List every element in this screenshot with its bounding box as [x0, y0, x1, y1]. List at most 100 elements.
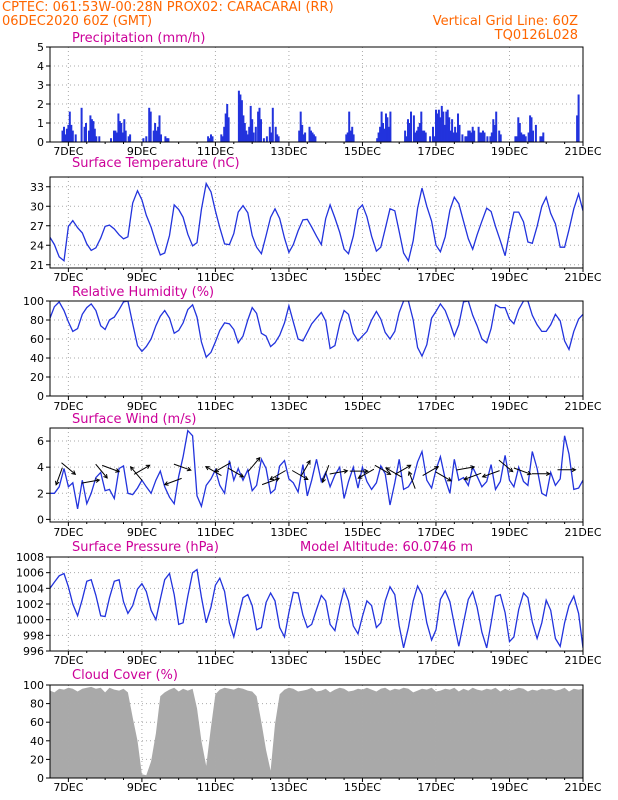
humidity-xtick-label: 19DEC	[491, 400, 528, 413]
temperature-frame	[49, 176, 584, 269]
precip-bar	[521, 134, 524, 142]
wind-arrow	[163, 477, 182, 486]
header-grid-note: Vertical Grid Line: 60Z	[433, 14, 578, 29]
header-date-line: 06DEC2020 60Z (GMT)	[2, 14, 152, 29]
pressure-ytick-label: 998	[23, 629, 44, 642]
wind-arrow-head	[145, 464, 151, 469]
wind-xtick-label: 21DEC	[564, 526, 601, 539]
wind-arrow-head	[204, 466, 210, 471]
wind-arrow	[291, 470, 309, 481]
wind-arrow	[133, 464, 151, 475]
precip-bar	[149, 111, 152, 142]
wind-arrow-head	[571, 467, 577, 473]
precip-bar	[304, 132, 307, 142]
precip-bar	[446, 109, 449, 142]
precip-bar	[258, 107, 261, 142]
precipitation-panel: 0 1 2 3 4 5 7DEC 9DEC 11DEC 13DEC 15DEC 17DEC 19DEC 2…	[37, 31, 602, 158]
precip-bar	[455, 132, 458, 142]
precip-bar	[274, 126, 277, 142]
precip-bar	[124, 130, 127, 142]
temperature-xtick-label: 13DEC	[270, 271, 307, 284]
cloud-cover-area	[50, 686, 583, 778]
precip-bar	[527, 132, 530, 142]
pressure-xtick-label: 19DEC	[491, 654, 528, 667]
precip-bar	[157, 126, 160, 142]
wind-arrow	[557, 467, 577, 473]
wind-arrow-shaft	[205, 466, 222, 477]
precip-bar	[517, 117, 520, 142]
humidity-ytick-label: 0	[37, 390, 44, 403]
temperature-xtick-label: 21DEC	[564, 271, 601, 284]
precip-bar	[120, 123, 123, 142]
precip-bar	[458, 124, 461, 142]
humidity-xtick-label: 17DEC	[417, 400, 454, 413]
precip-bar	[435, 109, 437, 142]
wind-arrow	[129, 465, 143, 481]
wind-arrow	[81, 478, 101, 484]
wind-arrow-shaft	[164, 477, 182, 486]
wind-arrow-shaft	[374, 464, 391, 475]
precipitation-ytick-label: 1	[37, 117, 44, 130]
wind-arrow-head	[481, 473, 487, 478]
precip-bar	[220, 134, 223, 142]
precipitation-frame	[49, 46, 584, 143]
precip-bar	[542, 132, 545, 142]
wind-arrow	[435, 471, 453, 482]
humidity-xtick-label: 21DEC	[564, 400, 601, 413]
precip-bar	[276, 134, 279, 142]
wind-arrow-head	[321, 478, 326, 484]
wind-arrow-head	[470, 465, 476, 470]
precip-bar	[518, 123, 521, 142]
wind-arrow-head	[303, 475, 309, 481]
precip-bar	[70, 124, 73, 142]
wind-arrow	[61, 462, 77, 475]
pressure-ytick-label: 996	[23, 645, 44, 658]
precip-bar	[251, 119, 254, 142]
wind-arrow	[329, 469, 349, 475]
precip-bar	[227, 117, 230, 142]
precip-bar	[382, 123, 384, 142]
precip-bar	[110, 138, 112, 142]
precip-bar	[379, 126, 382, 142]
precip-bar	[80, 107, 83, 142]
precip-bar	[245, 130, 248, 142]
precip-bar	[252, 132, 255, 142]
precip-bar	[523, 134, 526, 142]
precip-bar	[88, 130, 90, 142]
wind-arrow-shaft	[95, 463, 108, 479]
wind-xtick-label: 19DEC	[491, 526, 528, 539]
wind-line	[50, 429, 583, 510]
precip-bar	[89, 115, 92, 142]
wind-arrow-shaft	[102, 464, 120, 473]
precip-bar	[95, 136, 98, 142]
precip-bar	[312, 134, 315, 142]
wind-ytick-label: 2	[37, 487, 44, 500]
precipitation-xtick-label: 7DEC	[53, 145, 83, 158]
precip-bar	[165, 138, 168, 142]
precip-bar	[576, 115, 579, 142]
temperature-title: Surface Temperature (nC)	[72, 156, 240, 171]
precip-bar	[376, 138, 379, 142]
precip-bar	[271, 107, 274, 142]
precip-bar	[539, 136, 542, 142]
precip-bar	[467, 130, 470, 142]
precip-bar	[473, 130, 476, 142]
precip-bar	[418, 123, 421, 142]
precip-bar	[577, 94, 580, 142]
wind-arrow	[173, 463, 192, 472]
temperature-ytick-label: 33	[30, 181, 44, 194]
precipitation-ytick-label: 5	[37, 41, 44, 54]
precip-bar	[223, 126, 226, 142]
humidity-xtick-label: 11DEC	[197, 400, 234, 413]
wind-arrow-head	[71, 470, 77, 475]
precip-bar	[477, 126, 480, 142]
pressure-ytick-label: 1000	[16, 614, 44, 627]
wind-arrow	[463, 472, 482, 481]
precip-bar	[443, 124, 446, 142]
wind-arrow-shaft	[269, 470, 286, 480]
header-model-code: TQ0126L028	[494, 28, 578, 43]
precip-bar	[93, 128, 96, 142]
precip-bar	[420, 111, 423, 142]
precip-bar	[495, 111, 498, 142]
precip-bar	[257, 111, 260, 142]
